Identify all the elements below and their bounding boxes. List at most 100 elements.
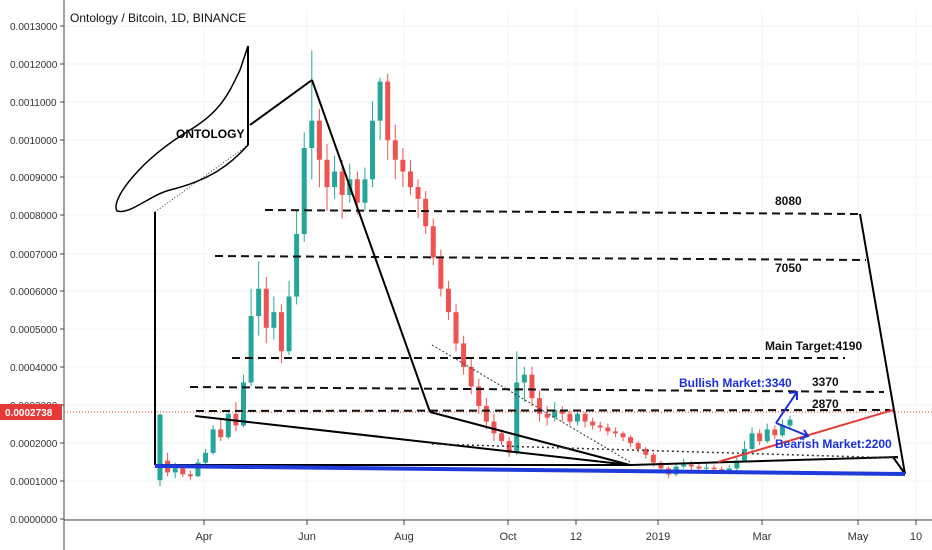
candle [256, 288, 262, 317]
candle [301, 148, 307, 235]
drawings: 0.0002738 8080 7050 Main Target:4190 3370 287… [0, 45, 932, 476]
candle [483, 405, 489, 422]
y-tick-label: 0.0001000 [10, 477, 58, 488]
y-tick-label: 0.0008000 [10, 211, 58, 222]
candle [294, 234, 300, 297]
candle [597, 425, 603, 428]
y-tick-label: 0.0013000 [10, 22, 58, 33]
current-price-label: 0.0002738 [5, 408, 53, 419]
trend-line [892, 456, 906, 475]
candle [445, 288, 451, 313]
candle [195, 462, 201, 477]
y-tick-label: 0.0009000 [10, 173, 58, 184]
support-line [154, 464, 906, 476]
trend-line [629, 456, 899, 466]
bearish-arrow [775, 422, 810, 440]
candle [407, 171, 413, 188]
trend-line [194, 415, 631, 466]
candle [339, 171, 345, 195]
bearish-label: Bearish Market:2200 [775, 437, 892, 451]
x-tick-label: 2019 [646, 531, 670, 543]
ontology-shape [115, 45, 249, 213]
x-tick-label: Mar [753, 531, 772, 543]
candle [438, 257, 444, 289]
candle [309, 120, 315, 149]
ontology-label: ONTOLOGY [176, 127, 244, 141]
y-tick-label: 0.0002000 [10, 439, 58, 450]
candle [711, 467, 717, 470]
candle [734, 460, 740, 469]
candle [719, 469, 725, 471]
candle [620, 433, 626, 438]
candle [225, 413, 231, 438]
y-tick-label: 0.0007000 [10, 250, 58, 261]
candle [787, 419, 793, 426]
candle [529, 374, 535, 399]
candle [612, 431, 618, 434]
candle [779, 425, 785, 436]
dotted-trend-line [154, 144, 249, 213]
candle [218, 429, 224, 438]
candle [461, 343, 467, 367]
x-tick-label: Jun [298, 531, 316, 543]
level-line [214, 255, 867, 261]
candle [696, 466, 702, 469]
candle [453, 312, 459, 344]
level-label: 3370 [812, 375, 839, 389]
x-tick-label: 12 [570, 531, 582, 543]
candle [521, 374, 527, 383]
candle [726, 468, 732, 471]
candle [324, 159, 330, 188]
candle [491, 421, 497, 434]
candle [605, 427, 611, 432]
chart-title: Ontology / Bitcoin, 1D, BINANCE [70, 11, 246, 25]
bullish-label: Bullish Market:3340 [679, 376, 792, 390]
x-tick-label: 10 [910, 531, 922, 543]
candle [392, 140, 398, 160]
candle [537, 398, 543, 414]
candle [704, 467, 710, 469]
candle [172, 468, 178, 473]
candle [423, 198, 429, 227]
level-label: 2870 [812, 397, 839, 411]
candle [764, 429, 770, 442]
x-tick-label: Apr [195, 531, 212, 543]
y-tick-label: 0.0012000 [10, 60, 58, 71]
candle [157, 414, 163, 481]
candle [757, 433, 763, 442]
x-tick-label: Oct [499, 531, 516, 543]
candle [332, 171, 338, 188]
level-label: 7050 [775, 261, 802, 275]
candle [354, 179, 360, 203]
candle [316, 120, 322, 160]
candle [385, 81, 391, 141]
candle [271, 312, 277, 328]
candle [749, 433, 755, 449]
candle [476, 386, 482, 406]
candle [552, 409, 558, 418]
level-line [189, 386, 885, 393]
trend-line [429, 411, 631, 466]
current-price-tag [0, 404, 62, 420]
candle [582, 413, 588, 422]
candle [574, 413, 580, 422]
candle [650, 454, 656, 463]
y-tick-label: 0.0000000 [10, 515, 58, 526]
candle [468, 366, 474, 387]
y-tick-label: 0.0011000 [10, 98, 57, 109]
candle [187, 474, 193, 477]
candle [240, 382, 246, 426]
candle [567, 413, 573, 422]
candle [248, 316, 254, 383]
candle [590, 421, 596, 426]
y-tick-label: 0.0004000 [10, 363, 58, 374]
candle [772, 429, 778, 436]
candle [362, 179, 368, 203]
trend-line [311, 79, 431, 413]
level-label: 8080 [775, 194, 802, 208]
y-axis: 0.0013000 0.0012000 0.0011000 0.0010000 0.00… [10, 0, 65, 550]
candle [643, 448, 649, 455]
candle [514, 382, 520, 453]
candle [635, 443, 641, 449]
